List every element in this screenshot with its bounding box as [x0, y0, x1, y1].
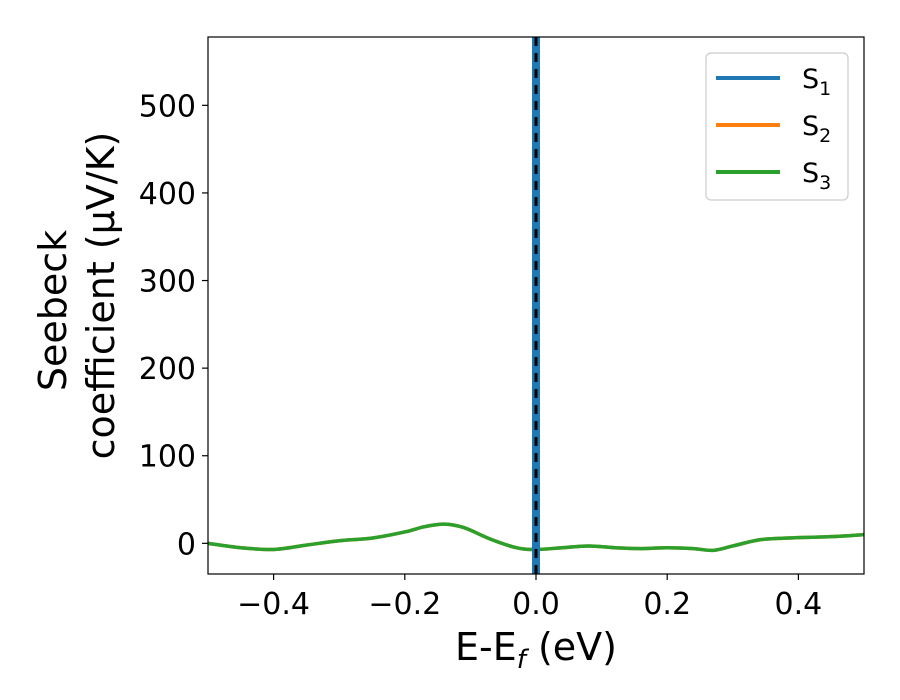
x-tick-label: −0.4 [237, 587, 310, 622]
y-tick-label: 100 [139, 440, 196, 475]
y-tick-label: 400 [139, 177, 196, 212]
series-line-s3 [208, 522, 864, 553]
y-axis-label-line1: Seebeck [31, 230, 75, 391]
x-tick-label: 0.4 [775, 587, 823, 622]
legend: S1 S2 S3 [705, 52, 849, 201]
x-tick-label: 0.0 [512, 587, 560, 622]
y-tick-label: 500 [139, 89, 196, 124]
x-axis-label: E-Ef (eV) [455, 625, 617, 675]
x-axis: −0.4 −0.2 0.0 0.2 0.4 [237, 574, 822, 622]
y-axis-label-line2: coefficient (μV/K) [79, 132, 123, 460]
plot-area [208, 37, 864, 574]
x-tick-label: −0.2 [368, 587, 441, 622]
legend-label-s2: S2 [802, 111, 831, 147]
y-tick-label: 300 [139, 265, 196, 300]
legend-label-s3: S3 [802, 158, 831, 194]
legend-label-s1: S1 [802, 64, 831, 100]
y-tick-label: 0 [177, 527, 196, 562]
y-tick-label: 200 [139, 352, 196, 387]
y-axis: 0 100 200 300 400 500 [139, 89, 208, 562]
x-tick-label: 0.2 [643, 587, 691, 622]
